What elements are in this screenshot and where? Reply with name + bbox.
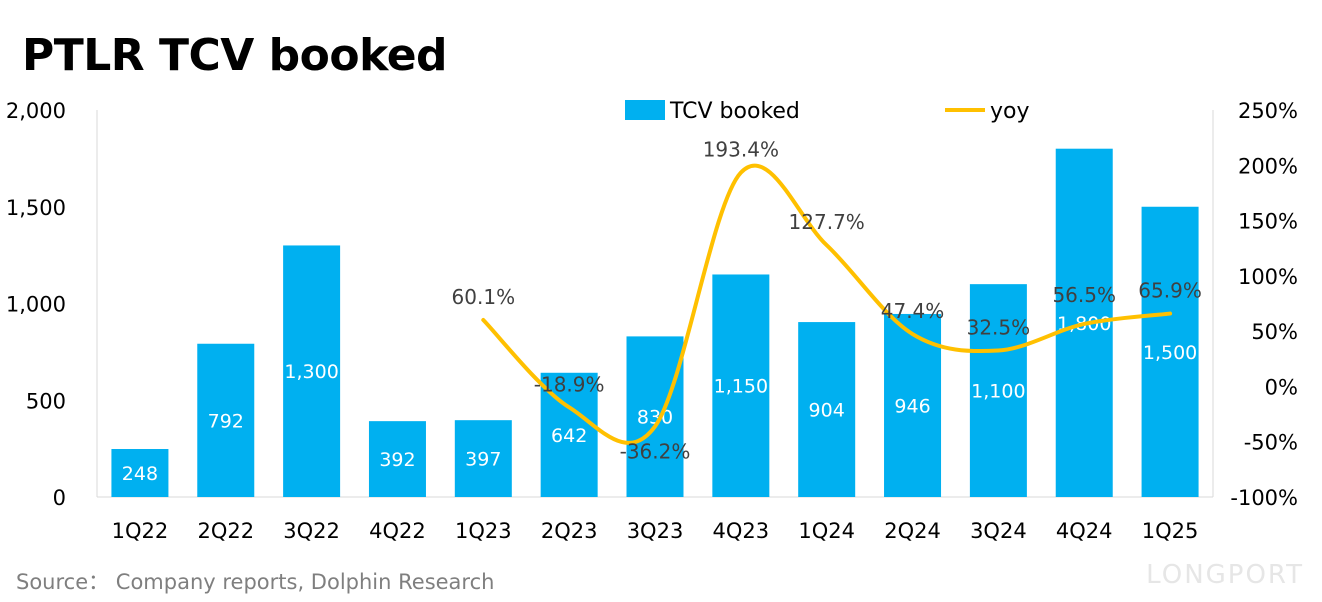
bar-value-label: 1,100 xyxy=(971,381,1025,403)
bar-1Q23 xyxy=(454,420,512,497)
x-tick-label: 3Q23 xyxy=(627,519,684,543)
bar-1Q22 xyxy=(111,449,169,497)
bar-value-label: 792 xyxy=(208,410,244,432)
bar-3Q24 xyxy=(969,284,1027,497)
bar-value-label: 1,500 xyxy=(1143,342,1197,364)
bar-value-label: 392 xyxy=(379,449,415,471)
x-tick-label: 3Q24 xyxy=(970,519,1027,543)
y2-tick-label: -100% xyxy=(1230,486,1298,510)
x-tick-label: 3Q22 xyxy=(283,519,340,543)
legend-label-tcv: TCV booked xyxy=(669,99,800,124)
yoy-value-label: 47.4% xyxy=(881,299,945,323)
y-tick-label: 2,000 xyxy=(6,99,66,123)
bar-value-label: 1,150 xyxy=(714,376,768,398)
x-tick-label: 4Q22 xyxy=(369,519,426,543)
y2-tick-label: 250% xyxy=(1238,99,1298,123)
bar-2Q22 xyxy=(197,343,255,497)
source-note: Source： Company reports, Dolphin Researc… xyxy=(16,570,495,594)
x-tick-label: 4Q23 xyxy=(713,519,770,543)
legend-label-yoy: yoy xyxy=(990,99,1030,124)
bar-value-label: 642 xyxy=(551,425,587,447)
yoy-value-label: 193.4% xyxy=(703,138,779,162)
y2-tick-label: 150% xyxy=(1238,210,1298,234)
yoy-value-label: 56.5% xyxy=(1052,283,1116,307)
x-tick-label: 1Q22 xyxy=(112,519,169,543)
yoy-line xyxy=(481,163,1173,445)
y2-tick-label: 50% xyxy=(1251,320,1298,344)
chart-title: PTLR TCV booked xyxy=(22,30,448,81)
bar-value-label: 946 xyxy=(894,395,930,417)
bar-4Q23 xyxy=(712,274,770,497)
bar-1Q25 xyxy=(1141,206,1199,497)
y2-tick-label: 200% xyxy=(1238,154,1298,178)
x-tick-label: 1Q23 xyxy=(455,519,512,543)
yoy-value-label: 60.1% xyxy=(452,285,516,309)
x-tick-label: 2Q23 xyxy=(541,519,598,543)
x-tick-label: 2Q22 xyxy=(197,519,254,543)
bar-value-label: 904 xyxy=(809,400,845,422)
x-tick-label: 1Q25 xyxy=(1142,519,1199,543)
y2-tick-label: 100% xyxy=(1238,265,1298,289)
yoy-value-label: 127.7% xyxy=(789,210,865,234)
yoy-value-label: -18.9% xyxy=(534,372,605,396)
bar-value-label: 248 xyxy=(122,463,158,485)
x-tick-label: 4Q24 xyxy=(1056,519,1113,543)
yoy-value-label: 65.9% xyxy=(1138,279,1202,303)
x-tick-label: 1Q24 xyxy=(798,519,855,543)
y-tick-label: 500 xyxy=(26,389,66,413)
watermark-logo: LONGPORT xyxy=(1146,560,1304,590)
yoy-value-label: -36.2% xyxy=(620,439,691,463)
legend-swatch-tcv xyxy=(625,100,665,120)
y2-tick-label: -50% xyxy=(1244,431,1298,455)
y-tick-label: 0 xyxy=(53,486,66,510)
bar-1Q24 xyxy=(798,322,856,497)
bar-4Q22 xyxy=(368,421,426,497)
bar-value-label: 397 xyxy=(465,449,501,471)
y-tick-label: 1,500 xyxy=(6,196,66,220)
bar-3Q23 xyxy=(626,336,684,497)
y-tick-label: 1,000 xyxy=(6,293,66,317)
x-tick-label: 2Q24 xyxy=(884,519,941,543)
bar-3Q22 xyxy=(283,245,341,497)
yoy-value-label: 32.5% xyxy=(967,315,1031,339)
y2-tick-label: 0% xyxy=(1265,375,1298,399)
bar-value-label: 1,300 xyxy=(284,361,338,383)
